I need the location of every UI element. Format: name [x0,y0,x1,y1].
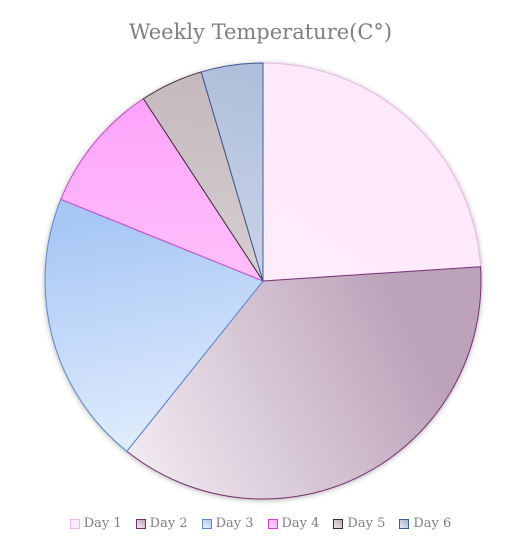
pie-slice-day-4 [60,98,264,282]
legend-item-day-2: Day 2 [135,516,188,531]
legend-swatch [267,518,278,529]
legend-swatch [333,518,344,529]
legend-item-day-3: Day 3 [201,516,254,531]
legend: Day 1 Day 2 Day 3 Day 4 Day 5 Day 6 [0,516,521,531]
legend-label: Day 6 [413,516,452,531]
legend-swatch [69,518,80,529]
legend-item-day-1: Day 1 [69,516,122,531]
legend-label: Day 3 [215,516,254,531]
legend-item-day-4: Day 4 [267,516,320,531]
chart-title: Weekly Temperature(C°) [128,20,393,44]
pie-plot [44,62,482,500]
legend-item-day-5: Day 5 [333,516,385,531]
legend-label: Day 4 [281,516,320,531]
legend-label: Day 1 [83,516,122,531]
legend-swatch [399,518,410,529]
pie-slice-day-2 [126,266,482,500]
legend-swatch [135,518,146,529]
pie-slice-day-3 [44,198,264,452]
legend-label: Day 5 [347,516,386,531]
legend-item-day-6: Day 6 [399,516,451,531]
legend-swatch [201,518,212,529]
legend-label: Day 2 [149,516,188,531]
pie-slice-day-1 [262,62,482,282]
pie-slice-day-6 [200,62,264,282]
